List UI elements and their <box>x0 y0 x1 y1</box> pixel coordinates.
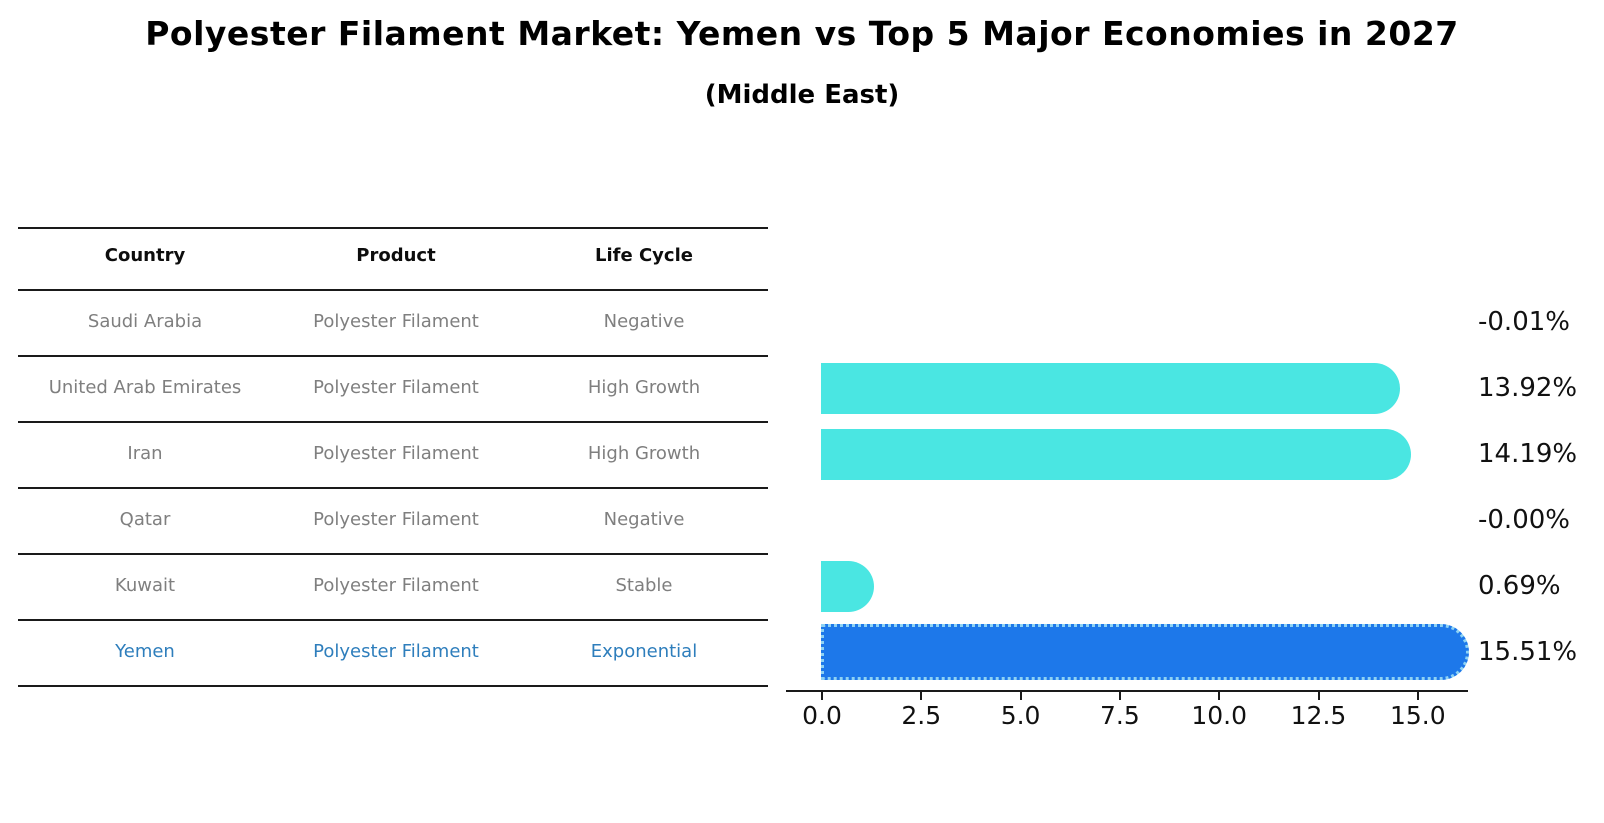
x-axis-tick-label: 10.0 <box>1191 701 1248 730</box>
value-label: -0.00% <box>1478 505 1570 535</box>
x-axis-tick-label: 12.5 <box>1290 701 1347 730</box>
table-row: United Arab Emirates Polyester Filament … <box>18 375 768 401</box>
table-divider <box>18 421 768 423</box>
x-axis-line <box>786 690 1468 692</box>
table-divider <box>18 487 768 489</box>
x-axis-tickmark <box>1416 692 1419 700</box>
x-axis-tick-label: 2.5 <box>901 701 942 730</box>
chart-title: Polyester Filament Market: Yemen vs Top … <box>145 14 1459 53</box>
x-axis-tick-label: 7.5 <box>1100 701 1140 730</box>
table-divider <box>18 619 768 621</box>
value-label: 13.92% <box>1478 373 1578 403</box>
country-cell: United Arab Emirates <box>48 377 242 398</box>
life-cycle-cell: Exponential <box>590 641 698 662</box>
product-cell: Polyester Filament <box>313 443 479 464</box>
country-cell: Iran <box>127 443 163 464</box>
life-cycle-cell: Stable <box>615 575 673 596</box>
product-cell: Polyester Filament <box>313 509 479 530</box>
x-axis-tick-label: 0.0 <box>802 701 842 730</box>
table-divider <box>18 355 768 357</box>
x-axis-tickmark <box>920 692 923 700</box>
x-axis-tickmark <box>1317 692 1320 700</box>
table-row: Iran Polyester Filament High Growth <box>18 441 768 467</box>
table-divider <box>18 289 768 291</box>
bar-united-arab-emirates <box>821 362 1400 414</box>
product-cell: Polyester Filament <box>313 311 479 332</box>
table-row: Kuwait Polyester Filament Stable <box>18 573 768 599</box>
table-header-row: Country Product Life Cycle <box>18 243 768 269</box>
column-header-life-cycle: Life Cycle <box>595 245 693 266</box>
x-axis-tick-label: 15.0 <box>1389 701 1446 730</box>
country-cell: Qatar <box>119 509 171 530</box>
value-label: -0.01% <box>1478 307 1570 337</box>
value-label: 14.19% <box>1478 439 1578 469</box>
x-axis-tick-label: 5.0 <box>1000 701 1041 730</box>
product-cell: Polyester Filament <box>313 575 479 596</box>
country-cell: Yemen <box>115 641 175 662</box>
value-label: 15.51% <box>1478 637 1578 667</box>
product-cell: Polyester Filament <box>313 641 479 662</box>
life-cycle-cell: Negative <box>603 509 685 530</box>
x-axis-tickmark <box>821 692 823 700</box>
value-label: 0.69% <box>1478 571 1561 601</box>
table-divider <box>18 227 768 229</box>
x-axis-tickmark <box>1019 692 1022 700</box>
table-row-yemen-highlight: Yemen Polyester Filament Exponential <box>18 639 768 665</box>
bar-yemen <box>821 624 1469 680</box>
table-row: Qatar Polyester Filament Negative <box>18 507 768 533</box>
x-axis-tickmark <box>1118 692 1121 700</box>
table-row: Saudi Arabia Polyester Filament Negative <box>18 309 768 335</box>
table-divider <box>18 685 768 687</box>
bar-iran <box>821 428 1411 480</box>
country-cell: Saudi Arabia <box>87 311 203 332</box>
product-cell: Polyester Filament <box>313 377 479 398</box>
life-cycle-cell: High Growth <box>587 443 701 464</box>
country-cell: Kuwait <box>114 575 176 596</box>
life-cycle-cell: High Growth <box>587 377 701 398</box>
column-header-product: Product <box>356 245 436 266</box>
chart-subtitle: (Middle East) <box>704 80 900 110</box>
column-header-country: Country <box>104 245 186 266</box>
table-divider <box>18 553 768 555</box>
life-cycle-cell: Negative <box>603 311 685 332</box>
bar-kuwait <box>821 560 874 612</box>
x-axis-tickmark <box>1218 692 1221 700</box>
